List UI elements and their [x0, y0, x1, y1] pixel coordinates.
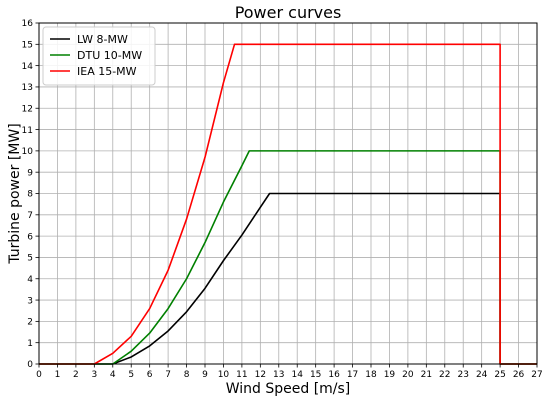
- y-tick-label: 3: [27, 296, 33, 306]
- y-tick-label: 0: [27, 360, 33, 370]
- x-tick-label: 25: [494, 370, 505, 380]
- x-tick-label: 9: [202, 370, 208, 380]
- x-tick-label: 24: [476, 370, 488, 380]
- y-tick-label: 8: [27, 190, 33, 200]
- y-tick-label: 5: [27, 254, 33, 264]
- x-tick-label: 8: [184, 370, 190, 380]
- y-axis-title: Turbine power [MW]: [7, 123, 23, 264]
- y-tick-label: 6: [27, 232, 33, 242]
- x-tick-label: 0: [36, 370, 42, 380]
- x-tick-label: 3: [91, 370, 97, 380]
- x-tick-label: 15: [310, 370, 321, 380]
- legend: LW 8-MW DTU 10-MW IEA 15-MW: [42, 26, 156, 86]
- x-tick-label: 23: [457, 370, 468, 380]
- x-tick-label: 26: [513, 370, 525, 380]
- x-tick-label: 7: [165, 370, 171, 380]
- x-tick-label: 13: [273, 370, 284, 380]
- x-tick-label: 17: [347, 370, 358, 380]
- x-tick-label: 5: [128, 370, 134, 380]
- y-tick-label: 14: [22, 62, 34, 72]
- y-tick-label: 16: [22, 19, 34, 29]
- x-tick-label: 4: [110, 370, 116, 380]
- legend-label-0: LW 8-MW: [77, 33, 128, 46]
- y-tick-label: 7: [27, 211, 33, 221]
- x-tick-label: 12: [255, 370, 266, 380]
- y-tick-label: 12: [22, 104, 33, 114]
- x-axis-title: Wind Speed [m/s]: [226, 381, 351, 397]
- y-tick-label: 13: [22, 83, 33, 93]
- legend-label-2: IEA 15-MW: [77, 65, 137, 78]
- x-tick-label: 10: [218, 370, 230, 380]
- legend-label-1: DTU 10-MW: [77, 49, 142, 62]
- x-tick-label: 19: [384, 370, 396, 380]
- x-tick-label: 27: [531, 370, 542, 380]
- y-tick-label: 10: [22, 147, 34, 157]
- legend-box: [42, 26, 156, 86]
- x-tick-label: 22: [439, 370, 450, 380]
- y-tick-label: 4: [27, 275, 33, 285]
- y-tick-label: 15: [22, 41, 33, 51]
- x-tick-label: 11: [236, 370, 247, 380]
- x-tick-label: 1: [55, 370, 61, 380]
- x-tick-label: 2: [73, 370, 79, 380]
- y-tick-label: 9: [27, 168, 33, 178]
- y-tick-label: 2: [27, 318, 33, 328]
- y-tick-label: 11: [22, 126, 33, 136]
- x-tick-label: 14: [291, 370, 303, 380]
- x-tick-label: 6: [147, 370, 153, 380]
- series-layer: [39, 43, 537, 365]
- y-tick-label: 1: [27, 339, 33, 349]
- chart-title: Power curves: [235, 3, 342, 22]
- x-tick-label: 20: [402, 370, 414, 380]
- series-line-0: [39, 192, 537, 365]
- x-tick-label: 18: [365, 370, 377, 380]
- x-tick-label: 16: [328, 370, 340, 380]
- x-axis-ticks: 0 1 2 3 4 5 6 7 8 9 10 11 12 13 14 15 16 17 18 19 20 21 22 23 24…: [36, 364, 543, 380]
- series-line-2: [39, 43, 537, 365]
- x-tick-label: 21: [421, 370, 432, 380]
